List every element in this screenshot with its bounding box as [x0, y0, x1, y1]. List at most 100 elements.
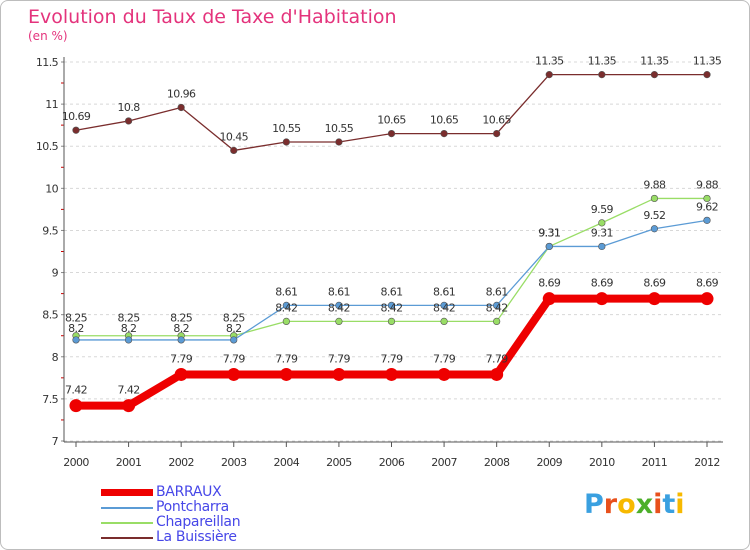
legend-item-barraux: BARRAUX	[101, 484, 301, 500]
x-tick-label: 2011	[642, 456, 668, 469]
data-point	[598, 71, 606, 79]
data-point	[122, 399, 136, 413]
data-point	[542, 292, 556, 306]
data-label: 8.69	[643, 277, 666, 290]
x-tick-label: 2012	[694, 456, 720, 469]
logo-letter: t	[662, 489, 676, 520]
legend-swatch-barraux	[101, 489, 153, 496]
data-label: 7.42	[118, 384, 140, 397]
proxiti-logo: Proxiti	[584, 489, 685, 520]
logo-letter: P	[584, 489, 604, 520]
legend-label-pontcharra: Pontcharra	[156, 499, 229, 515]
data-point	[598, 219, 606, 227]
logo-letter: o	[617, 489, 636, 520]
data-label: 9.31	[591, 226, 613, 239]
data-label: 11.35	[693, 55, 722, 68]
x-tick-label: 2009	[536, 456, 562, 469]
y-tick-label: 8	[52, 351, 59, 364]
data-label: 7.79	[223, 352, 246, 365]
data-label: 7.79	[486, 352, 509, 365]
legend-label-chapareillan: Chapareillan	[156, 514, 241, 530]
legend-item-la-buissiere: La Buissière	[101, 529, 301, 545]
data-label: 10.96	[167, 87, 196, 100]
data-label: 8.25	[170, 312, 193, 325]
data-label: 9.88	[643, 178, 666, 191]
data-point	[493, 129, 501, 138]
data-label: 10.8	[118, 101, 141, 114]
data-label: 9.31	[538, 226, 560, 239]
data-point	[177, 336, 185, 344]
data-point	[174, 367, 188, 381]
data-label: 10.55	[272, 122, 301, 135]
chart-legend: BARRAUX Pontcharra Chapareillan La Buiss…	[101, 484, 301, 545]
data-point	[124, 117, 133, 125]
x-tick-label: 2003	[221, 456, 247, 469]
y-tick-label: 9.5	[42, 224, 58, 237]
series-line-3	[75, 73, 708, 152]
data-label: 7.79	[433, 352, 456, 365]
data-label: 8.2	[173, 322, 189, 335]
data-point	[230, 146, 238, 155]
data-label: 8.25	[65, 312, 88, 325]
x-tick-label: 2001	[116, 456, 142, 469]
data-point	[700, 292, 714, 306]
x-tick-label: 2008	[484, 456, 510, 469]
data-point	[493, 301, 501, 310]
data-label: 8.69	[591, 277, 614, 290]
data-point	[282, 301, 290, 310]
data-label: 8.61	[275, 285, 297, 298]
data-label: 8.2	[226, 322, 242, 335]
data-point	[545, 71, 553, 79]
x-tick-label: 2000	[63, 456, 89, 469]
data-point	[385, 367, 398, 381]
data-label: 10.69	[62, 110, 91, 123]
data-label: 8.42	[486, 301, 508, 314]
x-tick-label: 2006	[379, 456, 405, 469]
y-tick-label: 11.5	[36, 56, 59, 69]
data-point	[440, 317, 448, 326]
data-label: 9.31	[538, 226, 560, 239]
data-point	[703, 216, 711, 224]
data-point	[335, 317, 343, 326]
data-label: 8.25	[223, 312, 246, 325]
data-point	[440, 129, 448, 138]
y-tick-label: 9	[52, 267, 59, 280]
data-point	[595, 292, 609, 306]
data-point	[177, 103, 185, 112]
data-label: 10.65	[430, 114, 459, 127]
y-tick-label: 10	[45, 182, 58, 195]
data-label: 11.35	[535, 55, 564, 68]
data-label: 7.79	[380, 352, 403, 365]
y-tick-label: 10.5	[36, 140, 59, 153]
legend-label-la-buissiere: La Buissière	[156, 529, 237, 545]
legend-swatch-pontcharra	[101, 507, 153, 509]
data-point	[545, 242, 553, 251]
data-label: 8.61	[486, 285, 508, 298]
data-label: 10.65	[482, 114, 511, 127]
legend-item-chapareillan: Chapareillan	[101, 514, 301, 530]
data-point	[279, 367, 293, 381]
data-label: 7.79	[170, 352, 193, 365]
data-point	[282, 138, 290, 146]
data-point	[227, 367, 241, 381]
data-label: 10.55	[325, 122, 354, 135]
data-label: 7.42	[65, 384, 87, 397]
data-point	[387, 129, 396, 138]
data-point	[124, 336, 133, 344]
data-label: 8.25	[118, 312, 141, 325]
data-label: 8.2	[68, 322, 84, 335]
data-point	[335, 138, 343, 146]
data-label: 8.61	[328, 285, 350, 298]
data-label: 8.2	[121, 322, 137, 335]
x-tick-label: 2005	[326, 456, 352, 469]
data-label: 9.88	[696, 178, 719, 191]
y-tick-label: 8.5	[42, 309, 58, 322]
data-point	[647, 292, 661, 306]
data-point	[493, 317, 501, 326]
y-tick-label: 7	[52, 435, 59, 448]
data-point	[650, 194, 659, 203]
y-tick-label: 7.5	[42, 393, 58, 406]
legend-swatch-chapareillan	[101, 522, 153, 524]
data-point	[69, 399, 83, 413]
